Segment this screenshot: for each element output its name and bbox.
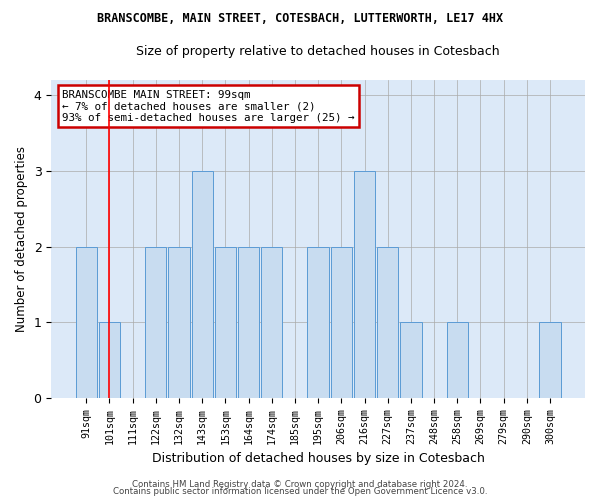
Bar xyxy=(446,322,468,398)
Text: Contains public sector information licensed under the Open Government Licence v3: Contains public sector information licen… xyxy=(113,487,487,496)
Text: BRANSCOMBE, MAIN STREET, COTESBACH, LUTTERWORTH, LE17 4HX: BRANSCOMBE, MAIN STREET, COTESBACH, LUTT… xyxy=(97,12,503,26)
Bar xyxy=(76,246,97,398)
Text: Contains HM Land Registry data © Crown copyright and database right 2024.: Contains HM Land Registry data © Crown c… xyxy=(132,480,468,489)
Bar xyxy=(400,322,422,398)
X-axis label: Distribution of detached houses by size in Cotesbach: Distribution of detached houses by size … xyxy=(152,452,485,465)
Bar xyxy=(145,246,166,398)
Y-axis label: Number of detached properties: Number of detached properties xyxy=(15,146,28,332)
Bar xyxy=(238,246,259,398)
Text: BRANSCOMBE MAIN STREET: 99sqm
← 7% of detached houses are smaller (2)
93% of sem: BRANSCOMBE MAIN STREET: 99sqm ← 7% of de… xyxy=(62,90,355,122)
Bar xyxy=(215,246,236,398)
Bar xyxy=(99,322,120,398)
Bar xyxy=(539,322,561,398)
Bar xyxy=(169,246,190,398)
Bar xyxy=(191,171,213,398)
Bar xyxy=(307,246,329,398)
Bar xyxy=(331,246,352,398)
Title: Size of property relative to detached houses in Cotesbach: Size of property relative to detached ho… xyxy=(136,45,500,58)
Bar xyxy=(377,246,398,398)
Bar xyxy=(354,171,375,398)
Bar xyxy=(261,246,283,398)
